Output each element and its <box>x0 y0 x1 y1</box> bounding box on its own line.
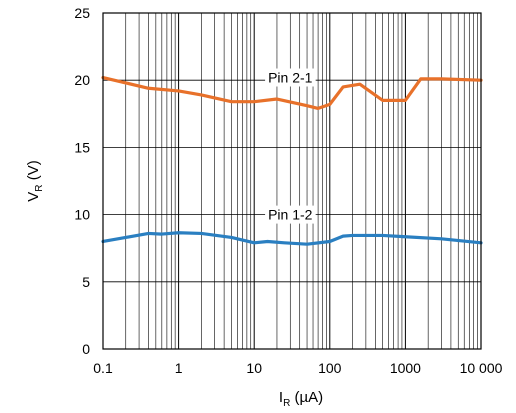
y-axis-title-main: V <box>25 192 42 202</box>
series-label-background <box>265 205 316 224</box>
y-axis-title-sub: R <box>34 184 45 191</box>
series-label-group-2: Pin 1-2 <box>265 205 316 224</box>
y-axis-title-unit: (V) <box>25 160 42 184</box>
y-tick-label: 25 <box>74 5 90 21</box>
x-tick-label: 1000 <box>390 360 421 376</box>
series-line-2 <box>101 231 483 246</box>
series-label-1: Pin 2-1 <box>268 70 313 86</box>
y-axis-title: VR (V) <box>25 160 45 201</box>
series-label-2: Pin 1-2 <box>268 207 313 223</box>
y-tick-label: 5 <box>82 274 90 290</box>
series-labels: Pin 2-1 Pin 1-2 <box>265 68 316 224</box>
grid <box>103 13 481 349</box>
x-tick-label: 100 <box>318 360 342 376</box>
series-label-group-1: Pin 2-1 <box>265 68 316 87</box>
x-tick-label: 0.1 <box>93 360 113 376</box>
tick-labels: 0.1 1 10 100 1000 10 000 0 5 10 15 20 25 <box>74 5 502 376</box>
series-lines <box>101 75 483 246</box>
x-tick-label: 10 <box>246 360 262 376</box>
x-tick-label: 10 000 <box>460 360 503 376</box>
series-line-1 <box>101 75 483 111</box>
x-axis-title-unit: (µA) <box>290 389 323 406</box>
x-tick-label: 1 <box>175 360 183 376</box>
y-tick-label: 15 <box>74 139 90 155</box>
series-label-background <box>265 68 316 87</box>
y-tick-label: 0 <box>82 341 90 357</box>
y-tick-label: 20 <box>74 72 90 88</box>
x-axis-title-main: I <box>279 389 283 406</box>
plot-frame <box>102 12 482 350</box>
y-tick-label: 10 <box>74 207 90 223</box>
x-axis-title: IR (µA) <box>279 389 323 409</box>
x-axis-title-sub: R <box>283 398 290 409</box>
